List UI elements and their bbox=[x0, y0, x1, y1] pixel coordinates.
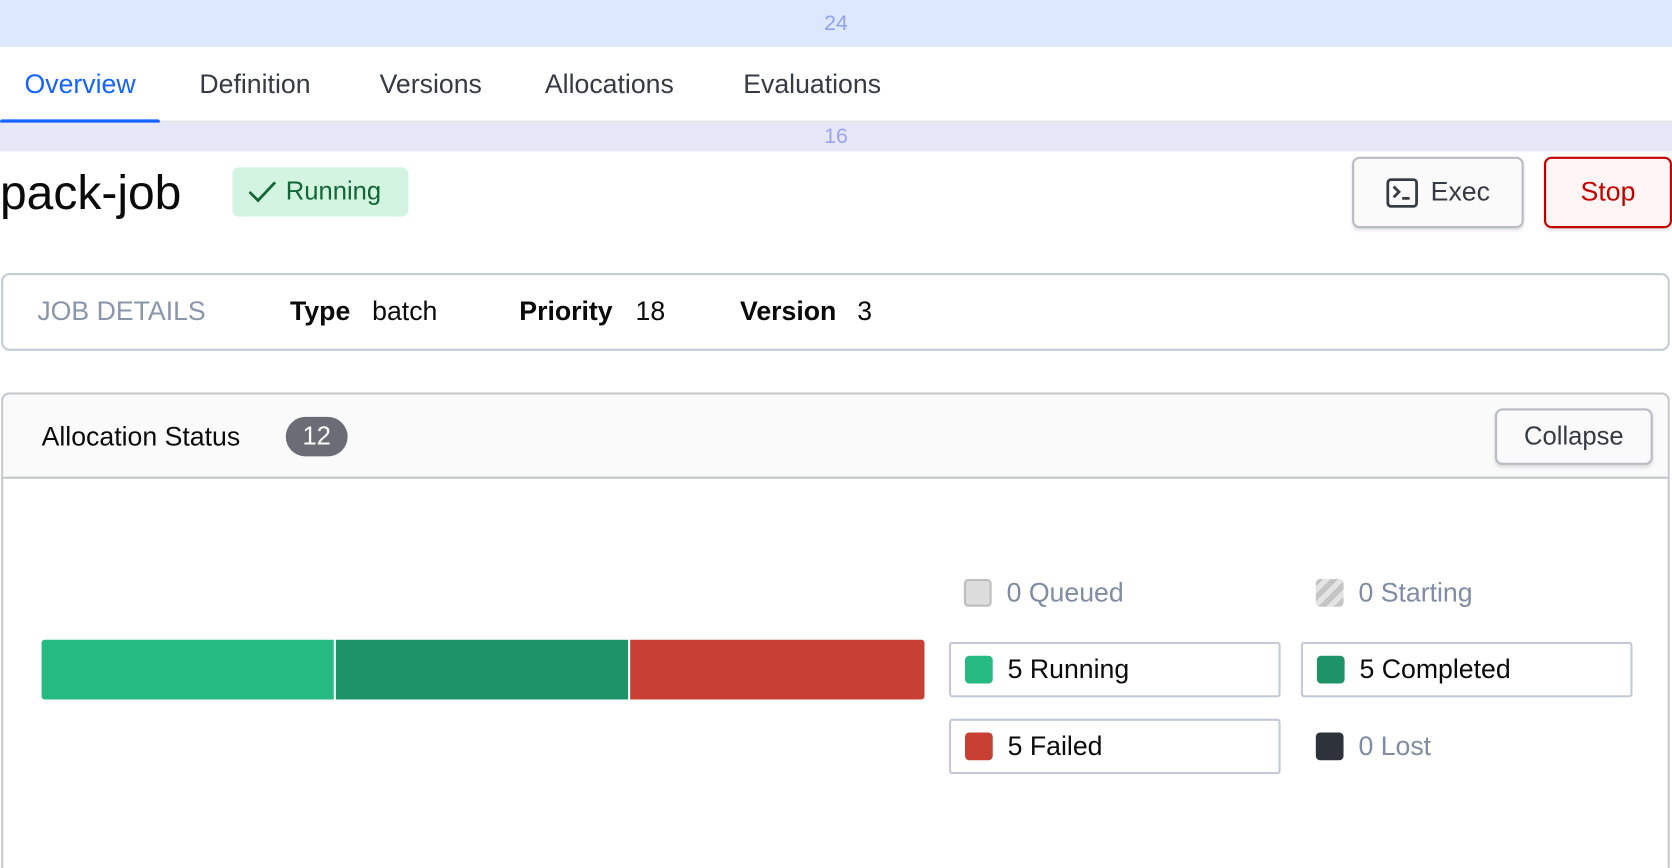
tab-versions[interactable]: Versions bbox=[379, 69, 482, 100]
job-details: JOB DETAILS Type batch Priority 18 Versi… bbox=[1, 272, 1670, 351]
panel-header: Allocation Status 12 Collapse bbox=[3, 394, 1668, 479]
tab-allocations[interactable]: Allocations bbox=[544, 69, 674, 100]
exec-button[interactable]: Exec bbox=[1352, 156, 1524, 229]
version-value: 3 bbox=[857, 296, 873, 327]
legend-failed[interactable]: 5 Failed bbox=[949, 718, 1281, 775]
bar-segment-failed[interactable] bbox=[630, 639, 925, 700]
starting-swatch bbox=[1315, 579, 1344, 607]
bar-segment-completed[interactable] bbox=[335, 639, 629, 700]
legend-label: 0 Starting bbox=[1358, 577, 1473, 608]
legend-running[interactable]: 5 Running bbox=[949, 641, 1281, 698]
panel-title: Allocation Status bbox=[41, 422, 241, 453]
spacing-indicator-24: 24 bbox=[0, 0, 1672, 47]
status-text: Running bbox=[285, 177, 382, 206]
legend-label: 0 Queued bbox=[1006, 577, 1124, 608]
type-label: Type bbox=[290, 296, 351, 327]
failed-swatch bbox=[965, 732, 993, 761]
priority-value: 18 bbox=[635, 296, 666, 327]
queued-swatch bbox=[963, 579, 992, 607]
legend-label: 0 Lost bbox=[1358, 730, 1432, 761]
running-swatch bbox=[965, 655, 993, 684]
job-details-heading: JOB DETAILS bbox=[37, 296, 206, 327]
allocation-count-badge: 12 bbox=[285, 416, 348, 457]
tab-evaluations[interactable]: Evaluations bbox=[743, 69, 882, 100]
tab-overview[interactable]: Overview bbox=[0, 47, 161, 124]
bar-segment-running[interactable] bbox=[41, 639, 334, 700]
status-badge: Running bbox=[232, 167, 409, 217]
priority-label: Priority bbox=[519, 296, 613, 327]
legend-label: 5 Completed bbox=[1359, 654, 1511, 685]
legend-queued: 0 Queued bbox=[950, 565, 1124, 620]
spacing-indicator-16: 16 bbox=[0, 122, 1672, 152]
lost-swatch bbox=[1315, 732, 1344, 761]
terminal-icon bbox=[1386, 177, 1418, 208]
page-title: pack-job bbox=[0, 165, 182, 220]
allocation-status-panel: Allocation Status 12 Collapse 0 Queued 0… bbox=[1, 392, 1670, 868]
completed-swatch bbox=[1316, 655, 1345, 684]
exec-label: Exec bbox=[1430, 177, 1490, 207]
collapse-button[interactable]: Collapse bbox=[1494, 408, 1653, 465]
tab-bar: Overview Definition Versions Allocations… bbox=[0, 47, 1672, 124]
legend-completed[interactable]: 5 Completed bbox=[1300, 641, 1633, 698]
legend-lost: 0 Lost bbox=[1302, 719, 1431, 774]
legend-label: 5 Running bbox=[1007, 654, 1130, 685]
stop-button[interactable]: Stop bbox=[1544, 156, 1672, 229]
type-value: batch bbox=[372, 296, 438, 327]
check-icon bbox=[248, 181, 277, 203]
legend-starting: 0 Starting bbox=[1302, 565, 1473, 620]
version-label: Version bbox=[740, 296, 837, 327]
tab-definition[interactable]: Definition bbox=[199, 69, 311, 100]
legend-label: 5 Failed bbox=[1007, 730, 1103, 761]
